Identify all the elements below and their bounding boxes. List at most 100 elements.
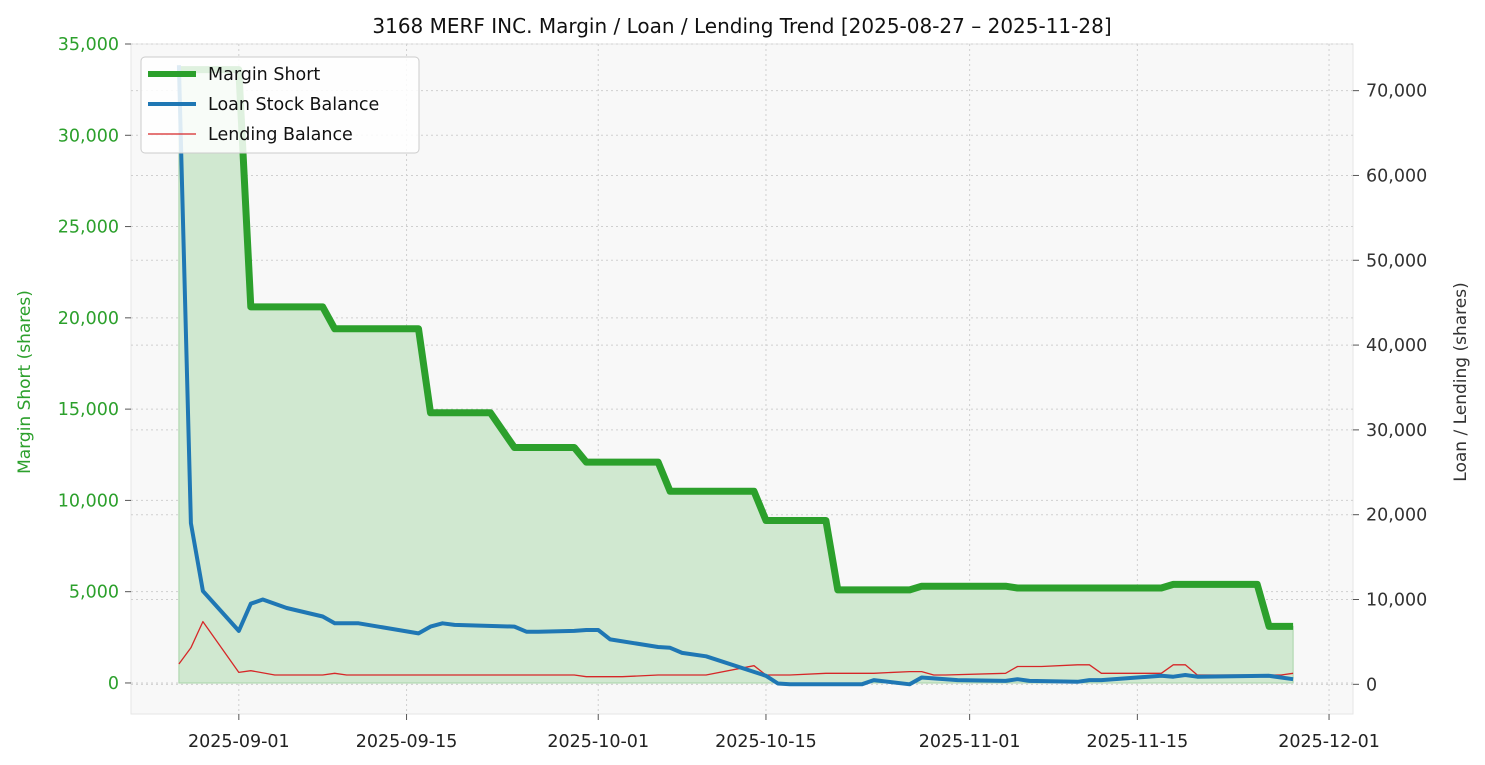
data-point-loan-stock-balance bbox=[358, 623, 359, 624]
legend-label-lending-balance: Lending Balance bbox=[208, 125, 353, 145]
data-point-loan-stock-balance bbox=[418, 633, 419, 634]
data-point-lending-balance bbox=[202, 621, 203, 622]
data-point-margin-short bbox=[526, 447, 527, 448]
data-point-lending-balance bbox=[1101, 673, 1102, 674]
data-point-lending-balance bbox=[1185, 664, 1186, 665]
data-point-margin-short bbox=[514, 447, 515, 448]
data-point-lending-balance bbox=[1017, 666, 1018, 667]
data-point-lending-balance bbox=[1089, 664, 1090, 665]
x-tick-label: 2025-09-15 bbox=[356, 732, 458, 752]
data-point-margin-short bbox=[418, 328, 419, 329]
y-right-tick-label: 60,000 bbox=[1366, 166, 1427, 186]
data-point-margin-short bbox=[670, 491, 671, 492]
data-point-margin-short bbox=[861, 589, 862, 590]
y-right-tick-label: 50,000 bbox=[1366, 251, 1427, 271]
y-left-tick-label: 25,000 bbox=[58, 218, 119, 238]
data-point-loan-stock-balance bbox=[1173, 676, 1174, 677]
data-point-lending-balance bbox=[921, 671, 922, 672]
data-point-loan-stock-balance bbox=[334, 623, 335, 624]
data-point-loan-stock-balance bbox=[1197, 676, 1198, 677]
data-point-loan-stock-balance bbox=[538, 631, 539, 632]
y-right-axis-label: Loan / Lending (shares) bbox=[1451, 282, 1471, 481]
y-left-tick-label: 35,000 bbox=[58, 35, 119, 55]
data-point-loan-stock-balance bbox=[682, 652, 683, 653]
data-point-margin-short bbox=[1257, 584, 1258, 585]
y-left-tick-label: 0 bbox=[108, 674, 119, 694]
data-point-loan-stock-balance bbox=[1077, 681, 1078, 682]
data-point-lending-balance bbox=[1161, 673, 1162, 674]
data-point-margin-short bbox=[945, 586, 946, 587]
data-point-margin-short bbox=[250, 306, 251, 307]
data-point-loan-stock-balance bbox=[586, 629, 587, 630]
data-point-lending-balance bbox=[346, 674, 347, 675]
data-point-loan-stock-balance bbox=[1005, 680, 1006, 681]
data-point-margin-short bbox=[753, 491, 754, 492]
data-point-loan-stock-balance bbox=[526, 631, 527, 632]
legend-label-margin-short: Margin Short bbox=[208, 65, 320, 85]
data-point-margin-short bbox=[1173, 584, 1174, 585]
data-point-lending-balance bbox=[178, 663, 179, 664]
x-tick-label: 2025-11-01 bbox=[919, 732, 1021, 752]
series-line-lending-balance bbox=[178, 620, 1294, 678]
data-point-loan-stock-balance bbox=[789, 684, 790, 685]
data-point-loan-stock-balance bbox=[1269, 675, 1270, 676]
data-point-margin-short bbox=[706, 491, 707, 492]
data-point-loan-stock-balance bbox=[670, 647, 671, 648]
data-point-loan-stock-balance bbox=[202, 590, 203, 591]
data-point-lending-balance bbox=[658, 674, 659, 675]
data-point-margin-short bbox=[262, 306, 263, 307]
data-point-loan-stock-balance bbox=[1293, 679, 1294, 680]
data-point-lending-balance bbox=[250, 670, 251, 671]
data-point-lending-balance bbox=[622, 676, 623, 677]
data-point-loan-stock-balance bbox=[454, 624, 455, 625]
data-point-lending-balance bbox=[789, 674, 790, 675]
data-point-loan-stock-balance bbox=[1281, 677, 1282, 678]
data-point-margin-short bbox=[921, 586, 922, 587]
data-point-margin-short bbox=[1281, 626, 1282, 627]
data-point-margin-short bbox=[777, 520, 778, 521]
data-point-margin-short bbox=[274, 306, 275, 307]
data-point-lending-balance bbox=[825, 673, 826, 674]
series-line-margin-short bbox=[178, 66, 1294, 630]
data-point-margin-short bbox=[358, 328, 359, 329]
data-point-lending-balance bbox=[190, 647, 191, 648]
data-point-margin-short bbox=[1029, 587, 1030, 588]
data-point-loan-stock-balance bbox=[286, 607, 287, 608]
y-left-tick-label: 10,000 bbox=[58, 491, 119, 511]
data-point-loan-stock-balance bbox=[706, 656, 707, 657]
data-point-margin-short bbox=[334, 328, 335, 329]
data-point-lending-balance bbox=[933, 674, 934, 675]
data-point-margin-short bbox=[442, 412, 443, 413]
data-point-margin-short bbox=[1185, 584, 1186, 585]
data-point-lending-balance bbox=[334, 673, 335, 674]
legend-label-loan-stock-balance: Loan Stock Balance bbox=[208, 95, 379, 115]
data-point-lending-balance bbox=[945, 674, 946, 675]
data-point-loan-stock-balance bbox=[190, 523, 191, 524]
data-point-margin-short bbox=[322, 306, 323, 307]
data-point-margin-short bbox=[694, 491, 695, 492]
data-point-loan-stock-balance bbox=[262, 599, 263, 600]
data-point-margin-short bbox=[454, 412, 455, 413]
data-point-margin-short bbox=[789, 520, 790, 521]
data-point-margin-short bbox=[1269, 626, 1270, 627]
data-point-margin-short bbox=[430, 412, 431, 413]
data-point-lending-balance bbox=[586, 676, 587, 677]
data-point-margin-short bbox=[574, 447, 575, 448]
y-left-tick-label: 15,000 bbox=[58, 400, 119, 420]
data-point-margin-short bbox=[586, 462, 587, 463]
chart-title: 3168 MERF INC. Margin / Loan / Lending T… bbox=[372, 14, 1111, 38]
data-point-margin-short bbox=[909, 589, 910, 590]
data-point-loan-stock-balance bbox=[658, 646, 659, 647]
y-right-tick-label: 70,000 bbox=[1366, 82, 1427, 102]
y-right-tick-label: 40,000 bbox=[1366, 336, 1427, 356]
data-point-loan-stock-balance bbox=[1089, 680, 1090, 681]
data-point-lending-balance bbox=[274, 674, 275, 675]
legend: Margin Short Loan Stock Balance Lending … bbox=[140, 56, 420, 154]
data-point-lending-balance bbox=[1281, 674, 1282, 675]
data-point-margin-short bbox=[622, 462, 623, 463]
data-point-margin-short bbox=[1293, 626, 1294, 627]
data-point-margin-short bbox=[1125, 587, 1126, 588]
data-point-margin-short bbox=[1089, 587, 1090, 588]
data-point-margin-short bbox=[490, 412, 491, 413]
